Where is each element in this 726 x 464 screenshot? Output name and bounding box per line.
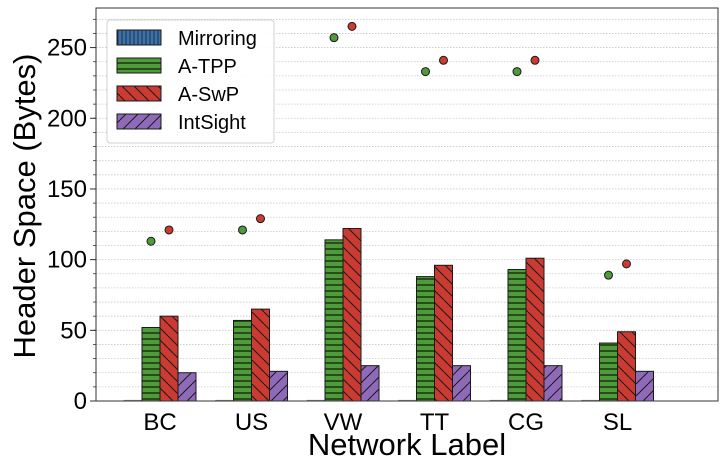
- point-a-swp-vw: [347, 21, 357, 31]
- legend-box: [106, 19, 275, 144]
- plot-frame: [95, 7, 719, 402]
- y-tick-label: 200: [47, 105, 87, 132]
- point-a-tpp-cg: [512, 67, 522, 77]
- legend-swatch-intsight: [116, 113, 162, 130]
- point-a-swp-cg: [530, 55, 540, 65]
- x-tick-label: US: [235, 409, 268, 436]
- point-a-tpp-vw: [329, 33, 339, 43]
- legend-label: A-SwP: [178, 84, 239, 106]
- legend-swatch-mirroring: [116, 29, 162, 46]
- bar-a-tpp-sl: [599, 342, 618, 402]
- bar-a-swp-cg: [525, 257, 545, 402]
- bar-intsight-vw: [360, 365, 380, 402]
- x-tick-label: SL: [603, 409, 632, 436]
- y-tick-label: 250: [47, 35, 87, 62]
- legend-label: A-TPP: [178, 56, 237, 78]
- x-axis: BC US VW TT CG SL: [143, 409, 632, 436]
- legend-swatch-a-tpp: [116, 57, 162, 74]
- bar-a-tpp-vw: [324, 239, 344, 402]
- y-axis-title: Header Space (Bytes): [7, 54, 42, 359]
- bars: [123, 228, 654, 402]
- bar-a-swp-bc: [159, 315, 179, 402]
- point-a-swp-tt: [439, 55, 448, 65]
- point-a-swp-sl: [622, 259, 631, 269]
- bar-intsight-sl: [635, 370, 654, 402]
- legend-label: Mirroring: [178, 28, 257, 50]
- y-tick-label: 150: [47, 176, 87, 203]
- point-a-tpp-tt: [421, 67, 430, 77]
- point-a-swp-bc: [164, 225, 174, 235]
- bar-a-tpp-us: [233, 319, 252, 402]
- y-tick-label: 100: [47, 247, 87, 274]
- bar-intsight-us: [269, 370, 288, 402]
- x-axis-title: Network Label: [308, 427, 506, 462]
- x-tick-label: VW: [324, 409, 363, 436]
- bar-intsight-cg: [543, 365, 563, 402]
- y-tick-label: 0: [74, 388, 87, 415]
- x-tick-label: BC: [143, 409, 176, 436]
- legend-label: IntSight: [178, 112, 246, 134]
- bar-a-swp-tt: [434, 264, 453, 402]
- point-a-swp-us: [256, 214, 265, 224]
- points: [146, 21, 631, 280]
- point-a-tpp-bc: [146, 236, 156, 246]
- bar-a-tpp-cg: [507, 269, 527, 402]
- point-a-tpp-us: [238, 225, 247, 235]
- y-axis: 0 50 100 150 200 250: [47, 18, 96, 415]
- bar-intsight-tt: [452, 365, 471, 402]
- bar-a-swp-us: [251, 308, 270, 402]
- x-tick-label: TT: [420, 409, 450, 436]
- legend-swatch-a-swp: [116, 85, 162, 102]
- y-tick-label: 50: [60, 317, 87, 344]
- bar-intsight-bc: [177, 372, 197, 402]
- bar-a-tpp-tt: [416, 276, 435, 402]
- bar-a-swp-vw: [342, 228, 362, 402]
- point-a-tpp-sl: [604, 270, 613, 280]
- bar-a-tpp-bc: [141, 326, 161, 402]
- legend: Mirroring A-TPP A-SwP IntSight: [106, 19, 275, 144]
- x-tick-label: CG: [508, 409, 544, 436]
- bar-a-swp-sl: [617, 331, 636, 402]
